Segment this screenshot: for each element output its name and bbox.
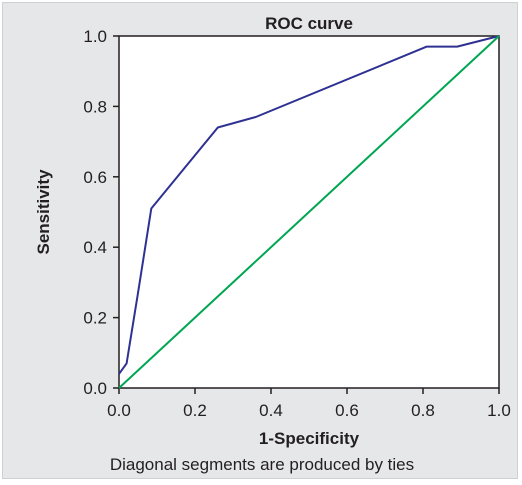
x-tick-label: 0.4 <box>259 401 283 420</box>
chart-title: ROC curve <box>265 14 353 33</box>
y-tick-label: 0.8 <box>83 97 107 116</box>
series-group <box>118 35 500 389</box>
x-tick-label: 1.0 <box>487 401 511 420</box>
roc-curve-line <box>118 35 500 375</box>
x-tick-label: 0.2 <box>183 401 207 420</box>
y-axis-title: Sensitivity <box>34 169 53 255</box>
y-tick-label: 0.6 <box>83 168 107 187</box>
x-axis-title: 1-Specificity <box>259 429 360 448</box>
y-tick-label: 1.0 <box>83 27 107 46</box>
y-tick-label: 0.2 <box>83 309 107 328</box>
reference-diagonal-line <box>118 35 500 389</box>
axis-ticks: 0.0 0.2 0.4 0.6 0.8 1.0 0.0 0.2 0.4 0.6 0.8 1.0 <box>83 27 510 420</box>
x-tick-label: 0.8 <box>411 401 435 420</box>
footnote: Diagonal segments are produced by ties <box>110 455 414 474</box>
y-tick-label: 0.0 <box>83 379 107 398</box>
x-tick-label: 0.0 <box>107 401 131 420</box>
x-tick-label: 0.6 <box>335 401 359 420</box>
y-tick-label: 0.4 <box>83 238 107 257</box>
